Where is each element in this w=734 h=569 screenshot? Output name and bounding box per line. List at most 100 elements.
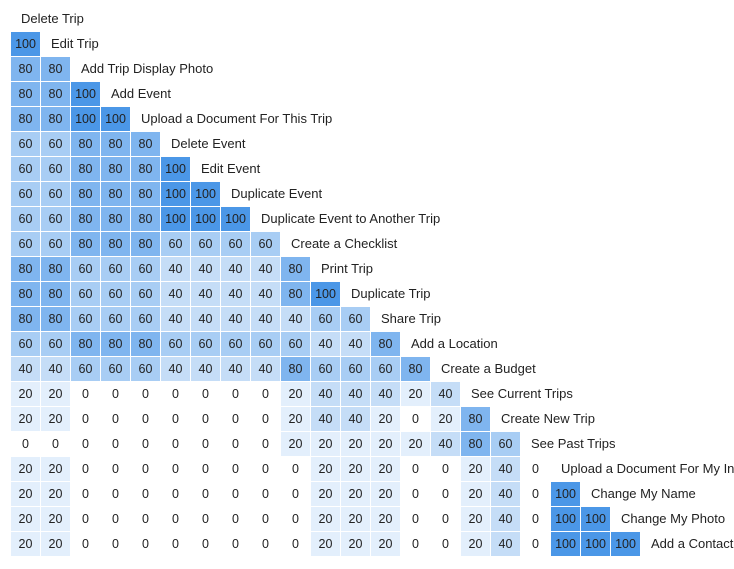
matrix-cell: 60 bbox=[371, 357, 400, 381]
row-label: Upload a Document For My Info bbox=[561, 461, 734, 476]
matrix-cell: 60 bbox=[131, 357, 160, 381]
row-label: Delete Event bbox=[171, 136, 246, 151]
matrix-cell: 40 bbox=[251, 257, 280, 281]
matrix-cell: 0 bbox=[101, 482, 130, 506]
matrix-cell: 80 bbox=[131, 232, 160, 256]
matrix-cell: 80 bbox=[41, 82, 70, 106]
matrix-cell: 0 bbox=[131, 382, 160, 406]
matrix-cell: 100 bbox=[551, 532, 580, 556]
matrix-cell: 0 bbox=[71, 507, 100, 531]
matrix-cell: 20 bbox=[371, 507, 400, 531]
matrix-cell: 20 bbox=[41, 382, 70, 406]
matrix-cell: 60 bbox=[281, 332, 310, 356]
matrix-cell: 40 bbox=[491, 457, 520, 481]
row-label: Add a Contact bbox=[651, 536, 734, 551]
matrix-cell: 80 bbox=[131, 157, 160, 181]
matrix-cell: 100 bbox=[551, 482, 580, 506]
matrix-cell: 60 bbox=[11, 232, 40, 256]
matrix-cell: 80 bbox=[401, 357, 430, 381]
matrix-cell: 60 bbox=[101, 307, 130, 331]
matrix-cell: 60 bbox=[41, 232, 70, 256]
matrix-cell: 80 bbox=[461, 407, 490, 431]
matrix-cell: 0 bbox=[131, 482, 160, 506]
matrix-cell: 60 bbox=[41, 132, 70, 156]
matrix-cell: 0 bbox=[281, 507, 310, 531]
matrix-cell: 20 bbox=[461, 532, 490, 556]
matrix-cell: 100 bbox=[161, 207, 190, 231]
matrix-cell: 60 bbox=[131, 282, 160, 306]
matrix-cell: 80 bbox=[101, 332, 130, 356]
matrix-cell: 80 bbox=[71, 157, 100, 181]
matrix-cell: 40 bbox=[431, 432, 460, 456]
matrix-cell: 20 bbox=[461, 457, 490, 481]
matrix-cell: 80 bbox=[71, 332, 100, 356]
matrix-cell: 0 bbox=[431, 507, 460, 531]
matrix-cell: 0 bbox=[131, 507, 160, 531]
matrix-cell: 0 bbox=[191, 532, 220, 556]
matrix-cell: 100 bbox=[71, 107, 100, 131]
matrix-cell: 0 bbox=[131, 532, 160, 556]
matrix-cell: 20 bbox=[281, 382, 310, 406]
matrix-cell: 0 bbox=[191, 457, 220, 481]
matrix-cell: 40 bbox=[41, 357, 70, 381]
row-label: Add Trip Display Photo bbox=[81, 61, 214, 76]
matrix-cell: 60 bbox=[221, 232, 250, 256]
matrix-cell: 0 bbox=[101, 532, 130, 556]
matrix-cell: 80 bbox=[101, 207, 130, 231]
matrix-cell: 0 bbox=[191, 407, 220, 431]
matrix-cell: 80 bbox=[71, 232, 100, 256]
matrix-cell: 80 bbox=[11, 82, 40, 106]
row-label: Create a Budget bbox=[441, 361, 536, 376]
matrix-cell: 60 bbox=[191, 332, 220, 356]
row-label: Change My Name bbox=[591, 486, 696, 501]
matrix-cell: 20 bbox=[41, 407, 70, 431]
matrix-cell: 60 bbox=[251, 232, 280, 256]
matrix-cell: 60 bbox=[11, 157, 40, 181]
row-label: Duplicate Trip bbox=[351, 286, 431, 301]
matrix-cell: 80 bbox=[11, 307, 40, 331]
matrix-cell: 100 bbox=[551, 507, 580, 531]
matrix-cell: 40 bbox=[251, 282, 280, 306]
matrix-cell: 20 bbox=[311, 532, 340, 556]
matrix-cell: 40 bbox=[191, 357, 220, 381]
matrix-cell: 20 bbox=[41, 457, 70, 481]
matrix-cell: 20 bbox=[341, 432, 370, 456]
matrix-cell: 100 bbox=[191, 207, 220, 231]
matrix-cell: 80 bbox=[11, 257, 40, 281]
matrix-cell: 60 bbox=[251, 332, 280, 356]
matrix-cell: 60 bbox=[11, 132, 40, 156]
matrix-cell: 40 bbox=[311, 382, 340, 406]
row-label: See Current Trips bbox=[471, 386, 573, 401]
matrix-cell: 40 bbox=[281, 307, 310, 331]
matrix-cell: 80 bbox=[131, 207, 160, 231]
matrix-cell: 60 bbox=[71, 282, 100, 306]
matrix-cell: 60 bbox=[311, 307, 340, 331]
matrix-cell: 0 bbox=[281, 482, 310, 506]
matrix-cell: 80 bbox=[11, 282, 40, 306]
matrix-cell: 20 bbox=[11, 457, 40, 481]
matrix-cell: 40 bbox=[161, 307, 190, 331]
matrix-cell: 80 bbox=[131, 332, 160, 356]
matrix-cell: 60 bbox=[161, 332, 190, 356]
matrix-cell: 100 bbox=[101, 107, 130, 131]
matrix-cell: 80 bbox=[371, 332, 400, 356]
matrix-cell: 80 bbox=[11, 107, 40, 131]
matrix-cell: 0 bbox=[71, 457, 100, 481]
matrix-cell: 80 bbox=[101, 157, 130, 181]
matrix-cell: 0 bbox=[101, 507, 130, 531]
row-label: Create New Trip bbox=[501, 411, 595, 426]
matrix-cell: 0 bbox=[251, 507, 280, 531]
matrix-cell: 0 bbox=[161, 432, 190, 456]
matrix-cell: 20 bbox=[281, 407, 310, 431]
matrix-cell: 40 bbox=[491, 482, 520, 506]
matrix-cell: 0 bbox=[401, 407, 430, 431]
matrix-cell: 60 bbox=[191, 232, 220, 256]
matrix-cell: 0 bbox=[251, 482, 280, 506]
matrix-cell: 20 bbox=[341, 482, 370, 506]
matrix-cell: 80 bbox=[41, 307, 70, 331]
matrix-cell: 100 bbox=[221, 207, 250, 231]
matrix-cell: 80 bbox=[131, 182, 160, 206]
matrix-cell: 0 bbox=[521, 532, 550, 556]
matrix-cell: 60 bbox=[341, 357, 370, 381]
matrix-cell: 40 bbox=[311, 332, 340, 356]
